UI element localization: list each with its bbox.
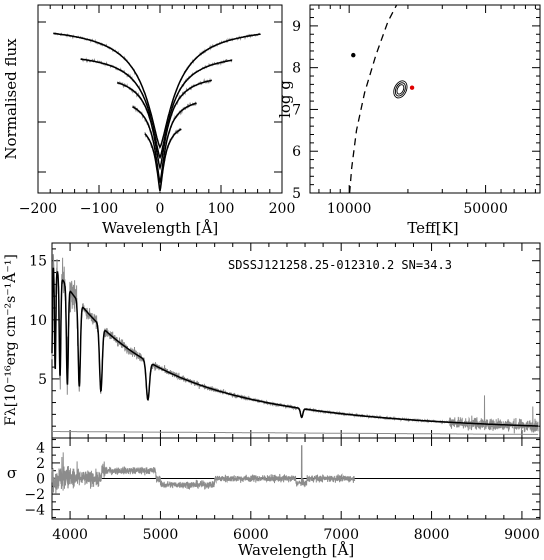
model-spectrum bbox=[51, 267, 539, 427]
model-profile-2 bbox=[80, 58, 233, 160]
fit-solutions bbox=[351, 52, 415, 90]
model-profile-4 bbox=[132, 102, 197, 183]
profiles-x-tick-label: 200 bbox=[269, 201, 296, 217]
fit-solution-point-2 bbox=[409, 85, 415, 90]
residuals-x-tick-label: 7000 bbox=[323, 527, 359, 543]
residuals-x-tick-label: 5000 bbox=[143, 527, 179, 543]
spectrum-error-line bbox=[52, 431, 539, 435]
profiles-x-axis-label: Wavelength [Å] bbox=[102, 219, 218, 237]
residuals-x-axis-label: Wavelength [Å] bbox=[238, 541, 354, 559]
profiles-x-tick-label: 0 bbox=[156, 201, 165, 217]
spectrum-y-axis-label: Fλ[10⁻¹⁶erg cm⁻²s⁻¹Å⁻¹] bbox=[1, 254, 19, 426]
profiles-ticks bbox=[37, 5, 283, 193]
teff-logg-y-tick-label: 9 bbox=[292, 19, 301, 35]
model-profile-1 bbox=[53, 32, 261, 149]
panel-spectrum: 5 10 15 SDSSJ121258.25-012310.2 SN=34.3 Fλ… bbox=[1, 242, 541, 559]
teff-logg-x-tick-label: 10000 bbox=[327, 201, 372, 217]
profiles-x-tick-label: −200 bbox=[19, 201, 57, 217]
teff-logg-y-tick-label: 8 bbox=[292, 61, 301, 77]
residuals-y-axis-label: σ bbox=[7, 464, 17, 482]
fit-solution-point-1 bbox=[351, 52, 356, 58]
fit-contour-1 bbox=[393, 80, 408, 99]
residuals-ticks bbox=[51, 438, 541, 519]
fit-contour-2 bbox=[394, 82, 406, 97]
spectrum-y-tick-label: 10 bbox=[29, 313, 47, 329]
teff-logg-x-axis-label: Teff[K] bbox=[407, 219, 458, 237]
profiles-x-tick-label: 100 bbox=[208, 201, 235, 217]
teff-logg-y-tick-label: 7 bbox=[292, 102, 301, 118]
observed-spectrum bbox=[51, 254, 539, 434]
spectrum-y-tick-label: 5 bbox=[38, 372, 47, 388]
profiles-frame bbox=[37, 4, 283, 194]
residuals-y-tick-label: −4 bbox=[24, 503, 45, 519]
residuals-x-tick-label: 9000 bbox=[504, 527, 540, 543]
teff-logg-y-tick-labels: 5 6 7 8 9 bbox=[292, 19, 301, 202]
teff-logg-frame bbox=[309, 4, 541, 194]
residuals-y-tick-label: 2 bbox=[36, 456, 45, 472]
observed-profile-1 bbox=[53, 31, 261, 150]
panel-line-profiles: −200 −100 0 100 200 Wavelength [Å] Normalise… bbox=[2, 4, 296, 237]
residuals-x-tick-labels: 4000 5000 6000 7000 8000 9000 bbox=[52, 527, 539, 543]
profiles-x-tick-labels: −200 −100 0 100 200 bbox=[19, 201, 296, 217]
teff-logg-y-tick-label: 6 bbox=[292, 144, 301, 160]
fit-contours bbox=[393, 80, 408, 99]
residuals-x-tick-label: 8000 bbox=[414, 527, 450, 543]
profiles-y-axis-label: Normalised flux bbox=[2, 38, 20, 160]
model-profile-5 bbox=[144, 128, 182, 192]
residuals-y-tick-label: 0 bbox=[36, 472, 45, 488]
spectrum-y-tick-labels: 5 10 15 bbox=[29, 254, 47, 388]
profiles-x-tick-label: −100 bbox=[80, 201, 118, 217]
model-profile-3 bbox=[117, 79, 212, 171]
spectrum-annotation: SDSSJ121258.25-012310.2 SN=34.3 bbox=[228, 258, 452, 272]
teff-logg-x-tick-label: 50000 bbox=[463, 201, 508, 217]
residuals-y-tick-label: −2 bbox=[24, 487, 45, 503]
spectrum-ticks bbox=[51, 243, 541, 438]
residuals-y-tick-label: 4 bbox=[36, 440, 45, 456]
teff-logg-y-axis-label: log g bbox=[276, 80, 294, 118]
teff-logg-y-tick-label: 5 bbox=[292, 186, 301, 202]
fit-contour-3 bbox=[396, 84, 405, 95]
residuals-x-tick-label: 4000 bbox=[52, 527, 88, 543]
panel-teff-logg: 5 6 7 8 9 10000 50000 Teff[K] log g bbox=[276, 4, 541, 237]
residuals-x-tick-label: 6000 bbox=[233, 527, 269, 543]
profiles-curves bbox=[53, 31, 261, 192]
teff-logg-x-tick-labels: 10000 50000 bbox=[327, 201, 508, 217]
instability-boundary-curve bbox=[348, 4, 398, 194]
spectrum-y-tick-label: 15 bbox=[29, 254, 47, 270]
teff-logg-ticks bbox=[310, 5, 540, 194]
residuals-curve bbox=[51, 445, 356, 494]
